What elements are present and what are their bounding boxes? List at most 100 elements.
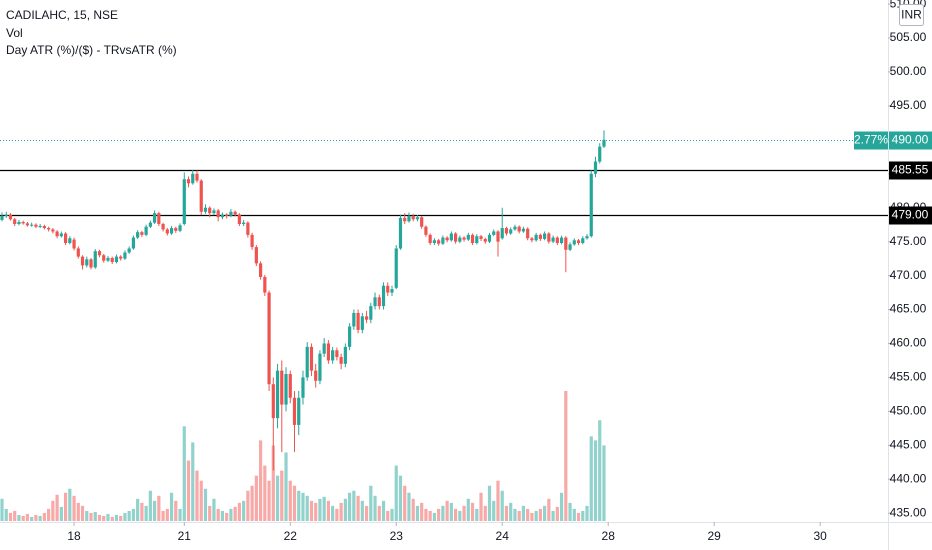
volume-bar [513,508,517,521]
volume-bar [136,498,140,521]
candle-body [212,210,216,214]
candle-body [432,240,436,244]
candle-body [547,233,551,242]
volume-bar [420,502,424,521]
volume-bar [161,510,165,521]
candle-body [543,233,547,239]
volume-bar [280,470,284,521]
candle-body [479,236,483,239]
candle-body [305,346,309,378]
volume-bar [500,490,504,521]
candle-body [428,234,432,244]
candle-body [199,180,203,212]
volume-bar [555,506,559,521]
volume-bar [131,508,136,521]
candle-body [89,259,93,268]
change-box [854,131,888,150]
volume-bar [288,480,292,521]
candle-body [339,357,343,364]
volume-bar [564,391,568,521]
candle-body [441,237,445,244]
candle-body [381,285,386,307]
volume-bar [208,505,212,521]
candle-body [42,226,46,229]
volume-bar [102,515,106,521]
candle-body [165,229,169,234]
volume-bar [517,510,521,521]
candle-body [559,237,564,244]
volume-bar [233,506,237,521]
volume-bar [475,508,479,521]
volume-bar [369,485,373,521]
candle-body [246,222,250,235]
volume-bar [335,508,339,521]
volume-bar [547,498,551,521]
y-tick-label: 440.00 [890,471,927,485]
candle-body [364,316,369,320]
candle-body [174,228,178,231]
candle-body [500,228,504,239]
candle-body [555,237,559,244]
candle-body [237,214,241,225]
candle-body [258,263,263,277]
volume-bar [526,508,530,521]
candle-body [475,236,479,244]
y-tick-label: 500.00 [890,64,927,78]
candle-body [572,240,576,245]
candle-body [348,326,352,347]
currency-label[interactable]: INR [901,8,922,22]
volume-bar [543,505,547,521]
volume-bar [373,495,377,521]
price-layer [0,130,606,471]
candle-body [123,252,127,259]
volume-bar [496,480,500,521]
level-label: 485.55 [892,163,929,177]
candle-body [144,226,148,235]
candle-body [25,223,30,226]
candle-body [301,377,305,398]
volume-bar [127,510,131,521]
y-tick-label: 450.00 [890,404,927,418]
candle-body [509,229,513,234]
candle-body [55,231,59,237]
volume-bar [89,512,93,521]
volume-bar [8,512,13,521]
volume-bar [203,488,208,521]
volume-bar [415,505,420,521]
volume-bar [411,498,415,521]
candle-body [483,238,487,242]
candle-body [458,237,462,242]
candle-body [275,370,280,419]
volume-bar [386,510,390,521]
volume-bar [339,502,343,521]
candle-body [178,225,182,231]
volume-bar [479,492,483,521]
y-tick-label: 460.00 [890,336,927,350]
volume-bar [352,490,356,521]
volume-bar [381,500,386,521]
volume-bar [267,480,271,521]
volume-bar [394,465,398,521]
candle-body [186,179,191,184]
candle-body [496,231,500,242]
candle-body [47,228,51,230]
candle-body [169,228,174,234]
candle-body [504,228,509,234]
volume-bar [216,508,220,521]
volume-bar [246,490,250,521]
axes-layer: 435.00 440.00 445.00 450.00 455.00 460.00 465.… [67,0,932,543]
candle-body [34,224,38,227]
currency-box[interactable] [899,4,924,26]
volume-bar [301,492,305,521]
volume-bar [445,500,449,521]
candle-body [534,234,538,241]
x-tick-label: 22 [284,529,298,543]
candle-body [127,248,131,253]
volume-bar [407,492,411,521]
volume-bar [30,516,34,521]
volume-bar [47,508,51,521]
candle-body [314,370,318,381]
candle-body [8,214,13,220]
volume-bar [148,490,152,521]
y-tick-label: 435.00 [890,505,927,519]
